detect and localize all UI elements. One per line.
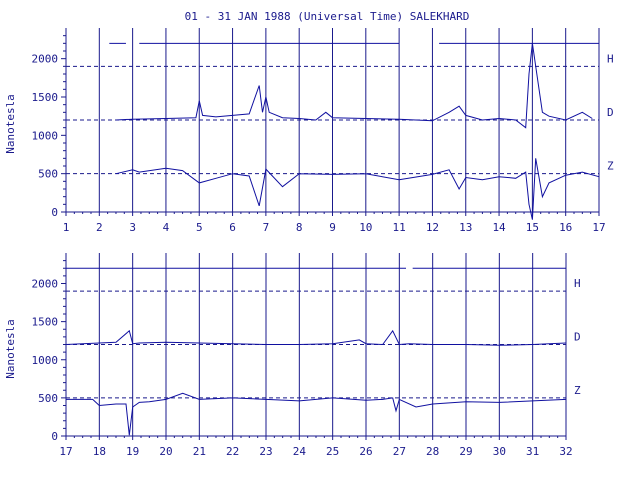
panel-1: 1 2 3 4 5 6 7 8 9 10 11 12 13 14 15 16 17050010001500200…: [4, 28, 614, 234]
chart-title: 01 - 31 JAN 1988 (Universal Time) SALEKH…: [185, 10, 470, 23]
y-tick-label: 1500: [32, 316, 59, 329]
y-tick-label: 500: [38, 392, 58, 405]
series-z-trace: [115, 158, 600, 220]
y-tick-label: 2000: [32, 278, 59, 291]
x-tick-label: 31: [526, 445, 539, 458]
x-tick-label: 21: [193, 445, 206, 458]
x-tick-label: 3: [129, 221, 136, 234]
x-tick-label: 16: [559, 221, 572, 234]
x-tick-label: 20: [159, 445, 172, 458]
x-tick-label: 22: [226, 445, 239, 458]
series-z-trace: [66, 392, 567, 436]
x-tick-label: 1: [63, 221, 70, 234]
y-tick-label: 0: [51, 430, 58, 443]
x-tick-label: 24: [293, 445, 307, 458]
x-tick-label: 9: [329, 221, 336, 234]
x-tick-label: 18: [93, 445, 106, 458]
y-axis-label: Nanotesla: [4, 94, 17, 154]
x-tick-label: 28: [426, 445, 439, 458]
series-label-h: H: [574, 277, 581, 290]
series-d-trace: [65, 329, 567, 346]
x-tick-label: 13: [459, 221, 472, 234]
x-tick-label: 17: [592, 221, 605, 234]
x-tick-label: 10: [359, 221, 372, 234]
y-axis-label: Nanotesla: [4, 319, 17, 379]
y-tick-label: 500: [38, 168, 58, 181]
x-tick-label: 32: [559, 445, 572, 458]
x-tick-label: 11: [393, 221, 406, 234]
x-tick-label: 25: [326, 445, 339, 458]
x-tick-label: 12: [426, 221, 439, 234]
x-tick-label: 30: [493, 445, 506, 458]
series-label-z: Z: [607, 160, 614, 173]
x-tick-label: 2: [96, 221, 103, 234]
y-tick-label: 2000: [32, 53, 59, 66]
x-tick-label: 8: [296, 221, 303, 234]
x-tick-label: 14: [492, 221, 506, 234]
series-d-trace: [115, 43, 593, 129]
series-label-d: D: [607, 106, 614, 119]
x-tick-label: 15: [526, 221, 539, 234]
x-tick-label: 6: [229, 221, 236, 234]
x-tick-label: 23: [259, 445, 272, 458]
x-tick-label: 29: [459, 445, 472, 458]
series-label-h: H: [607, 52, 614, 65]
x-tick-label: 26: [359, 445, 372, 458]
x-tick-label: 19: [126, 445, 139, 458]
x-tick-label: 27: [393, 445, 406, 458]
series-label-z: Z: [574, 384, 581, 397]
y-tick-label: 1000: [32, 354, 59, 367]
series-label-d: D: [574, 331, 581, 344]
panel-2: 17 18 19 20 21 22 23 24 25 26 27 28 29 30 31 32 0 500 1000…: [4, 253, 581, 458]
y-tick-label: 1500: [32, 91, 59, 104]
x-tick-label: 5: [196, 221, 203, 234]
y-tick-label: 0: [51, 206, 58, 219]
x-tick-label: 7: [263, 221, 270, 234]
x-tick-label: 17: [59, 445, 72, 458]
x-tick-label: 4: [163, 221, 170, 234]
y-tick-label: 1000: [32, 129, 59, 142]
